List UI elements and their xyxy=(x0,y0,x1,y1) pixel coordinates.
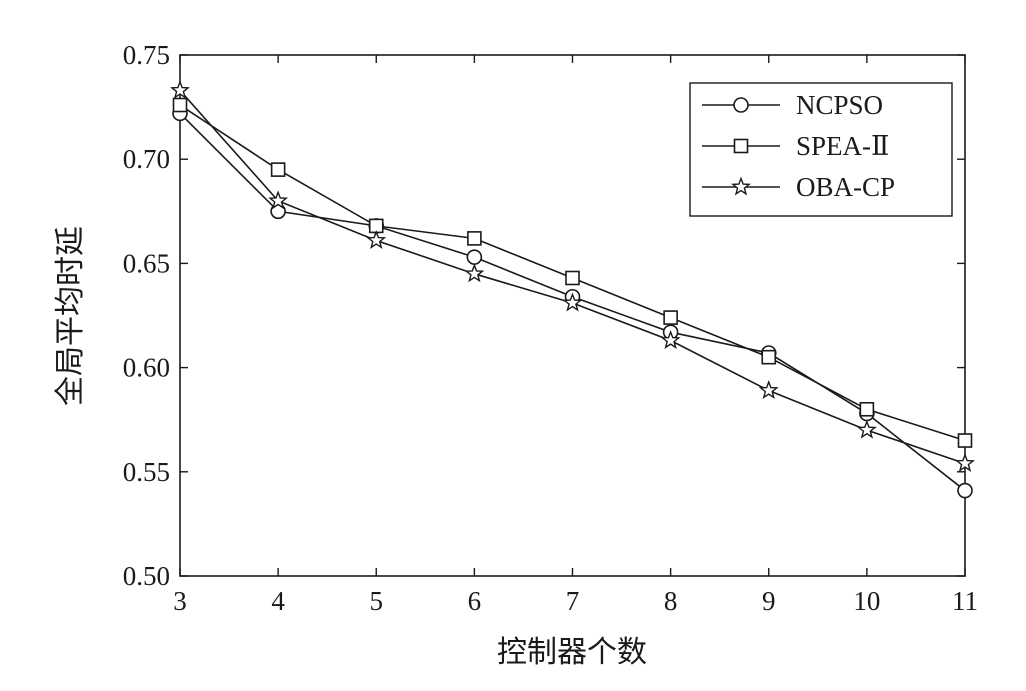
legend-label-ncpso: NCPSO xyxy=(796,90,883,120)
x-tick-label: 3 xyxy=(173,586,187,616)
data-point-oba-cp xyxy=(268,190,289,210)
x-tick-label: 4 xyxy=(271,586,285,616)
data-point-oba-cp xyxy=(660,330,681,349)
legend-marker-spea xyxy=(733,138,749,154)
data-point-spea xyxy=(270,162,286,177)
x-tick-label: 10 xyxy=(853,586,880,616)
legend-label-spea: SPEA-Ⅱ xyxy=(796,131,889,161)
data-point-spea xyxy=(663,310,678,325)
y-tick-label: 0.70 xyxy=(123,144,170,174)
y-tick-label: 0.55 xyxy=(123,457,170,487)
x-tick-label: 9 xyxy=(762,586,776,616)
data-point-oba-cp xyxy=(562,292,583,312)
legend-label-oba-cp: OBA-CP xyxy=(796,172,895,202)
data-point-oba-cp xyxy=(758,380,779,400)
data-point-spea xyxy=(565,270,580,286)
x-tick-label: 11 xyxy=(952,586,978,616)
data-point-ncpso xyxy=(957,482,973,499)
data-point-oba-cp xyxy=(366,230,387,249)
x-axis-label: 控制器个数 xyxy=(497,635,647,670)
legend-marker-oba-cp xyxy=(731,176,751,196)
x-tick-label: 6 xyxy=(468,586,482,616)
data-point-oba-cp xyxy=(464,263,485,283)
legend-marker-ncpso xyxy=(733,97,749,113)
y-tick-label: 0.75 xyxy=(123,40,170,70)
data-point-oba-cp xyxy=(856,419,877,439)
data-point-ncpso xyxy=(466,249,483,265)
data-point-spea xyxy=(761,349,777,365)
data-point-oba-cp xyxy=(170,79,190,99)
x-tick-label: 8 xyxy=(664,586,678,616)
data-point-spea xyxy=(467,231,482,246)
data-point-spea xyxy=(957,433,973,448)
x-tick-label: 5 xyxy=(370,586,384,616)
data-point-spea xyxy=(172,97,188,113)
data-point-spea xyxy=(859,401,875,417)
y-axis-label: 全局平均时延 xyxy=(53,226,88,406)
x-tick-label: 7 xyxy=(566,586,580,616)
y-tick-label: 0.60 xyxy=(123,353,170,383)
data-point-oba-cp xyxy=(955,452,975,472)
y-tick-label: 0.50 xyxy=(123,561,170,591)
y-tick-label: 0.65 xyxy=(123,248,170,278)
